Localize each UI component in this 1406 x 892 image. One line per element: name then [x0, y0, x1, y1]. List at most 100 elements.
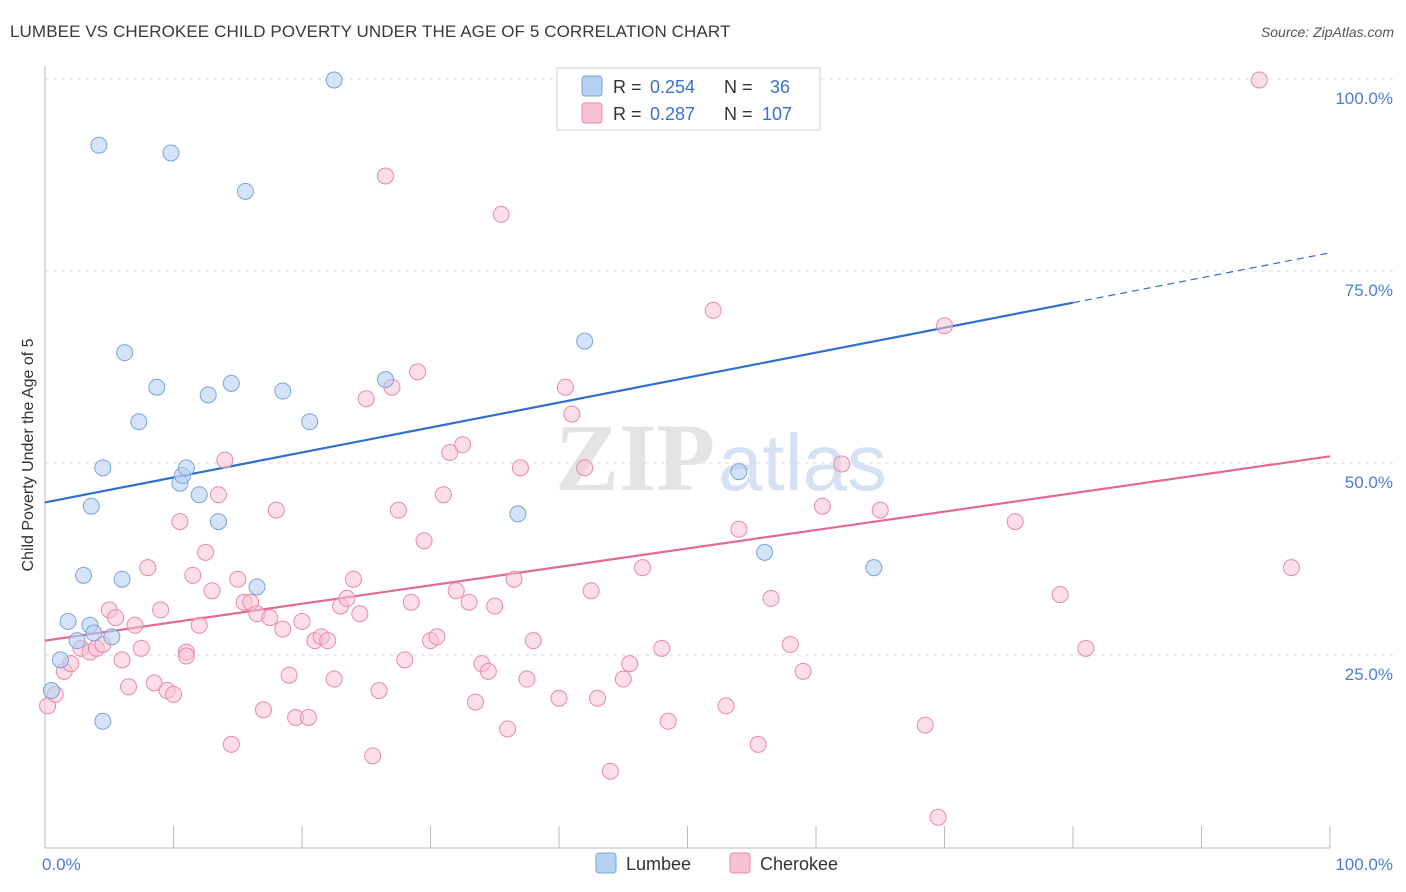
lumbee-point: [274, 382, 292, 400]
cherokee-point: [1250, 71, 1268, 89]
chart-title: LUMBEE VS CHEROKEE CHILD POVERTY UNDER T…: [10, 22, 731, 41]
cherokee-point: [794, 662, 812, 680]
lumbee-point: [730, 463, 748, 481]
lumbee-point: [248, 578, 266, 596]
lumbee-point: [209, 513, 227, 531]
watermark-zip: ZIP: [555, 404, 715, 511]
cherokee-point: [1006, 513, 1024, 531]
cherokee-point: [338, 589, 356, 607]
cherokee-point: [499, 720, 517, 738]
bottom-legend-lumbee: Lumbee: [626, 854, 691, 874]
cherokee-point: [556, 378, 574, 396]
cherokee-point: [203, 582, 221, 600]
cherokee-point: [190, 616, 208, 634]
cherokee-point: [781, 635, 799, 653]
cherokee-point: [717, 697, 735, 715]
cherokee-point: [152, 601, 170, 619]
lumbee-point: [222, 374, 240, 392]
lumbee-point: [68, 632, 86, 650]
cherokee-point: [1051, 586, 1069, 604]
x-tick-label: 100.0%: [1335, 855, 1393, 874]
cherokee-point: [576, 459, 594, 477]
cherokee-point: [929, 808, 947, 826]
cherokee-point: [197, 543, 215, 561]
cherokee-point: [428, 628, 446, 646]
legend-swatch-cherokee: [581, 102, 603, 124]
lumbee-point: [82, 497, 100, 515]
lumbee-point: [377, 371, 395, 389]
lumbee-point: [103, 628, 121, 646]
watermark: ZIP atlas: [555, 404, 887, 511]
cherokee-point: [216, 451, 234, 469]
lumbee-point: [59, 612, 77, 630]
bottom-legend: Lumbee Cherokee: [595, 852, 838, 874]
x-tick-label: 0.0%: [42, 855, 81, 874]
lumbee-point: [756, 543, 774, 561]
cherokee-point: [434, 486, 452, 504]
cherokee-point: [145, 674, 163, 692]
legend-n-value-1: 36: [770, 77, 790, 97]
cherokee-point: [447, 582, 465, 600]
legend-r-label-1: R =: [613, 77, 642, 97]
cherokee-point: [132, 639, 150, 657]
cherokee-point: [209, 486, 227, 504]
bottom-legend-cherokee: Cherokee: [760, 854, 838, 874]
lumbee-point: [162, 144, 180, 162]
lumbee-point: [51, 651, 69, 669]
bottom-legend-swatch-cherokee: [729, 852, 751, 874]
lumbee-point: [236, 182, 254, 200]
cherokee-point: [454, 436, 472, 454]
cherokee-point: [351, 605, 369, 623]
cherokee-point: [762, 589, 780, 607]
cherokee-point: [460, 593, 478, 611]
legend-n-value-2: 107: [762, 104, 792, 124]
cherokee-point: [261, 609, 279, 627]
y-axis-label: Child Poverty Under the Age of 5: [20, 338, 37, 571]
cherokee-point: [1282, 559, 1300, 577]
lumbee-point: [148, 378, 166, 396]
cherokee-point: [357, 390, 375, 408]
cherokee-point: [833, 455, 851, 473]
lumbee-point: [42, 682, 60, 700]
lumbee-point: [75, 566, 93, 584]
legend-r-value-1: 0.254: [650, 77, 695, 97]
data-points: [39, 71, 1300, 826]
cherokee-point: [319, 632, 337, 650]
cherokee-point: [518, 670, 536, 688]
cherokee-point: [813, 497, 831, 515]
cherokee-point: [184, 566, 202, 584]
cherokee-point: [505, 570, 523, 588]
cherokee-point: [402, 593, 420, 611]
cherokee-point: [344, 570, 362, 588]
cherokee-point: [126, 616, 144, 634]
cherokee-point: [293, 612, 311, 630]
cherokee-point: [267, 501, 285, 519]
cherokee-point: [749, 735, 767, 753]
y-tick-label: 100.0%: [1335, 89, 1393, 108]
cherokee-point: [177, 647, 195, 665]
lumbee-point: [325, 71, 343, 89]
y-tick-label: 25.0%: [1345, 665, 1393, 684]
lumbee-point: [199, 386, 217, 404]
lumbee-point: [116, 344, 134, 362]
y-tick-label: 50.0%: [1345, 473, 1393, 492]
cherokee-point: [229, 570, 247, 588]
cherokee-point: [171, 513, 189, 531]
cherokee-point: [511, 459, 529, 477]
y-tick-label: 75.0%: [1345, 281, 1393, 300]
cherokee-point: [409, 363, 427, 381]
cherokee-point: [704, 301, 722, 319]
watermark-atlas: atlas: [718, 418, 887, 507]
x-tick-labels: 0.0% 100.0%: [42, 855, 1393, 874]
cherokee-point: [936, 317, 953, 335]
cherokee-point: [396, 651, 414, 669]
cherokee-point: [582, 582, 600, 600]
cherokee-point: [871, 501, 889, 519]
legend: R = 0.254 N = 36 R = 0.287 N = 107: [556, 67, 821, 131]
cherokee-point: [621, 655, 639, 673]
legend-r-label-2: R =: [613, 104, 642, 124]
lumbee-point: [85, 624, 103, 642]
cherokee-point: [441, 443, 459, 461]
chart-source: Source: ZipAtlas.com: [1260, 24, 1394, 40]
